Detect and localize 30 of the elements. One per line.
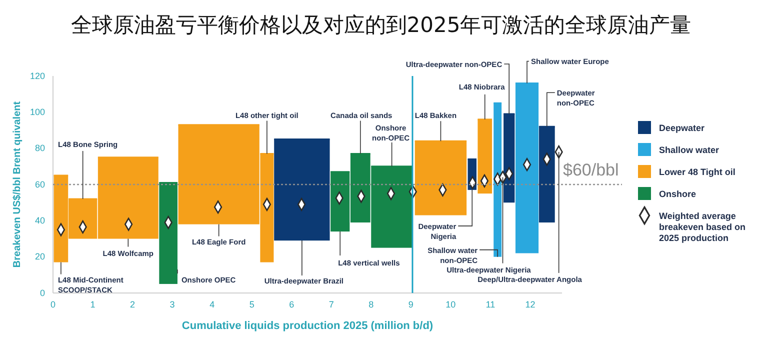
y-tick-label: 120 <box>30 70 45 81</box>
x-tick-label: 11 <box>486 299 496 310</box>
x-tick-label: 7 <box>328 299 334 310</box>
y-tick-label: 0 <box>40 288 45 298</box>
y-axis-title: Breakeven US$/bbl Brent quivalent <box>12 100 23 268</box>
x-tick-label: 2 <box>130 299 136 310</box>
x-axis-title: Cumulative liquids production 2025 (million b/d) <box>182 320 434 332</box>
y-tick-label: 80 <box>34 143 45 154</box>
legend-label: Onshore <box>659 189 696 199</box>
legend-label: Shallow water <box>659 145 720 155</box>
x-tick-label: 4 <box>210 299 215 310</box>
x-tick-label: 1 <box>90 299 96 310</box>
x-tick-label: 6 <box>289 299 294 310</box>
ref-line-label: $60/bbl <box>563 160 619 180</box>
x-tick-label: 10 <box>446 299 456 310</box>
chart-title: 全球原油盈亏平衡价格以及对应的到2025年可激活的全球原油产量 <box>70 13 692 37</box>
legend-label: Deepwater <box>659 123 706 133</box>
legend-label: Weighted average breakeven based on 2025 production <box>659 211 746 243</box>
x-tick-label: 5 <box>249 299 254 310</box>
x-tick-label: 12 <box>525 299 536 310</box>
y-tick-label: 100 <box>30 107 45 118</box>
y-tick-label: 20 <box>34 252 45 262</box>
y-tick-label: 60 <box>34 179 45 190</box>
x-tick-label: 8 <box>368 299 374 310</box>
x-tick-label: 9 <box>408 299 414 310</box>
y-tick-label: 40 <box>34 216 45 226</box>
x-tick-label: 0 <box>50 299 56 310</box>
legend-label: Lower 48 Tight oil <box>659 167 736 177</box>
x-tick-label: 3 <box>170 299 175 310</box>
bar <box>159 182 178 284</box>
